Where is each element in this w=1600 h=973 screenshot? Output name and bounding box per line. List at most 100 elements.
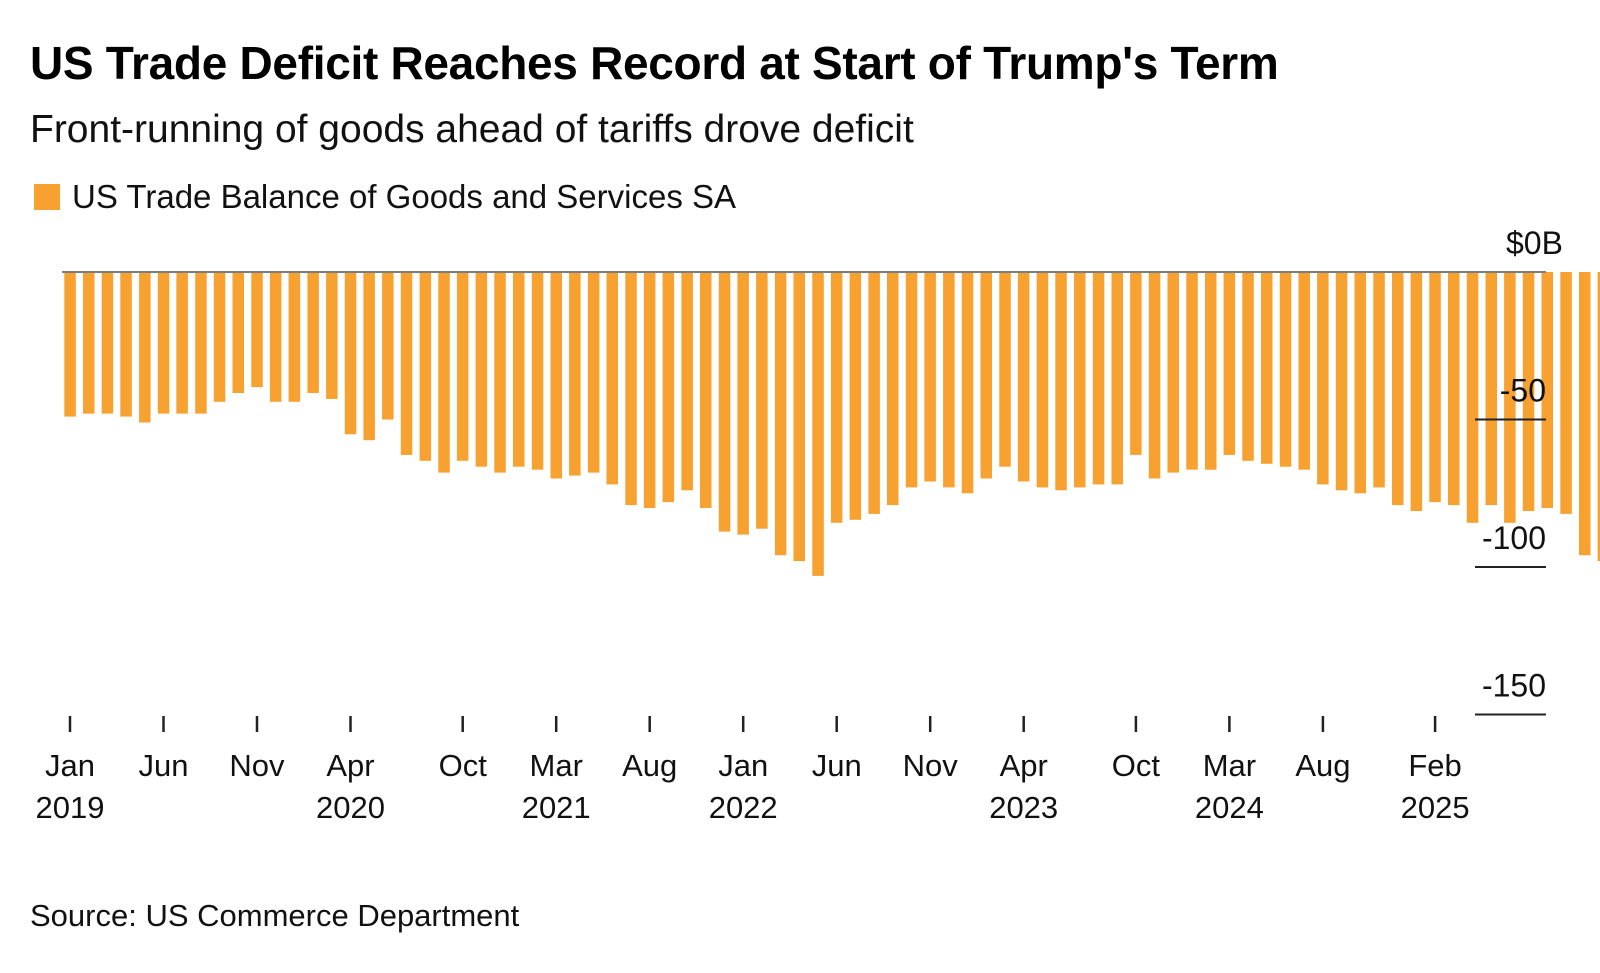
- x-tick-month: Jan: [45, 748, 95, 783]
- bar: [363, 272, 375, 441]
- bar: [400, 272, 413, 455]
- bar: [887, 272, 899, 506]
- bar: [1223, 272, 1236, 455]
- bar: [195, 272, 207, 414]
- bar: [812, 272, 824, 576]
- bar: [1410, 272, 1423, 511]
- bar: [1092, 272, 1105, 485]
- bar: [700, 272, 712, 508]
- bar: [1148, 272, 1161, 479]
- bar: [382, 272, 394, 420]
- x-tick-year: 2024: [1195, 790, 1264, 825]
- legend-label: US Trade Balance of Goods and Services S…: [72, 178, 737, 215]
- bar: [531, 272, 544, 470]
- bar: [120, 272, 132, 417]
- bar: [1579, 272, 1591, 556]
- bar: [999, 272, 1011, 467]
- bar: [943, 272, 955, 488]
- x-tick-month: Jan: [718, 748, 768, 783]
- bar-chart: $0B -50 -100 -150 Jan 2019 Jun Nov Apr 2020 Oct Ma…: [36, 225, 1600, 825]
- bar: [1017, 272, 1030, 482]
- bar: [980, 272, 992, 479]
- bar: [1373, 272, 1385, 488]
- bar: [1298, 272, 1310, 470]
- chart-subtitle: Front-running of goods ahead of tariffs …: [30, 108, 914, 151]
- bar: [1354, 272, 1366, 494]
- bar: [494, 272, 506, 473]
- bar: [718, 272, 731, 532]
- bar: [1111, 272, 1123, 485]
- bar: [643, 272, 656, 508]
- bar: [1036, 272, 1049, 488]
- bar: [1261, 272, 1273, 464]
- legend-swatch: [34, 184, 60, 210]
- y-axis: $0B -50 -100 -150: [1475, 225, 1563, 716]
- x-tick-month: Apr: [1000, 748, 1048, 783]
- bar: [232, 272, 244, 393]
- bar: [793, 272, 805, 562]
- x-tick-month: Apr: [326, 748, 374, 783]
- bar: [269, 272, 282, 402]
- bar: [905, 272, 918, 488]
- bar: [83, 272, 95, 414]
- bar: [868, 272, 880, 514]
- bar: [1466, 272, 1479, 523]
- chart-title: US Trade Deficit Reaches Record at Start…: [30, 37, 1279, 89]
- x-tick-month: Oct: [1112, 748, 1161, 783]
- x-tick-month: Mar: [1203, 748, 1256, 783]
- bar: [1392, 272, 1404, 506]
- x-tick-year: 2021: [522, 790, 591, 825]
- bar: [1074, 272, 1086, 488]
- bar: [419, 272, 432, 461]
- bar: [756, 272, 768, 529]
- bar: [1504, 272, 1516, 523]
- x-axis: Jan 2019 Jun Nov Apr 2020 Oct Mar 2021 Aug Jan 2022…: [36, 716, 1470, 825]
- x-tick-month: Aug: [1295, 748, 1350, 783]
- bar: [1130, 272, 1142, 455]
- bar: [213, 272, 226, 402]
- bar: [1522, 272, 1535, 511]
- x-tick-month: Jun: [139, 748, 189, 783]
- bar: [456, 272, 469, 461]
- bar: [737, 272, 749, 535]
- bar: [101, 272, 114, 414]
- bar: [625, 272, 637, 506]
- bar: [1186, 272, 1198, 470]
- x-tick-month: Mar: [530, 748, 583, 783]
- bar: [344, 272, 357, 435]
- bars-group: [64, 272, 1600, 576]
- bar: [438, 272, 450, 473]
- bar: [139, 272, 151, 423]
- bar: [288, 272, 301, 402]
- bar: [64, 272, 76, 417]
- bar: [1597, 272, 1600, 562]
- legend: US Trade Balance of Goods and Services S…: [34, 178, 736, 216]
- x-tick-year: 2022: [709, 790, 778, 825]
- x-tick-month: Aug: [622, 748, 677, 783]
- bar: [157, 272, 170, 414]
- bar: [662, 272, 675, 503]
- y-tick-label: $0B: [1506, 225, 1563, 261]
- bar: [1279, 272, 1292, 467]
- bar: [849, 272, 862, 520]
- source-note: Source: US Commerce Department: [30, 898, 520, 933]
- bar: [830, 272, 843, 523]
- bar: [961, 272, 974, 494]
- bar: [1448, 272, 1460, 506]
- bar: [1317, 272, 1329, 485]
- x-tick-month: Jun: [812, 748, 862, 783]
- bar: [569, 272, 581, 476]
- bar: [326, 272, 338, 399]
- bar: [475, 272, 488, 467]
- x-tick-year: 2025: [1401, 790, 1470, 825]
- y-tick-label: -150: [1482, 668, 1546, 704]
- bar: [1335, 272, 1348, 491]
- x-tick-month: Feb: [1408, 748, 1461, 783]
- bar: [924, 272, 936, 482]
- x-tick-year: 2019: [36, 790, 105, 825]
- bar: [606, 272, 618, 485]
- bar: [251, 272, 263, 388]
- bar: [1429, 272, 1441, 503]
- bar: [513, 272, 525, 467]
- bar: [1205, 272, 1217, 470]
